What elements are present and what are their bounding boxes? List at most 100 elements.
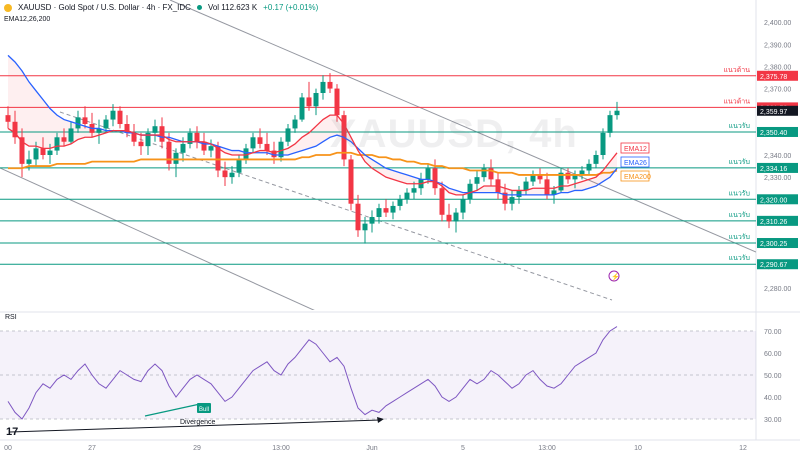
candle-body[interactable] (369, 217, 375, 224)
candle-body[interactable] (229, 172, 235, 178)
candle-body[interactable] (278, 141, 284, 158)
candle-body[interactable] (523, 181, 529, 191)
candle-body[interactable] (54, 137, 60, 151)
candle-body[interactable] (516, 190, 522, 198)
candle-body[interactable] (460, 199, 466, 213)
candle-body[interactable] (446, 214, 452, 222)
candle-body[interactable] (173, 152, 179, 164)
candle-body[interactable] (103, 119, 109, 129)
candle-body[interactable] (425, 168, 431, 180)
lightning-icon[interactable] (608, 270, 620, 282)
candle-body[interactable] (481, 168, 487, 178)
ema26-line[interactable] (7, 54, 618, 196)
price-label-2,320.00[interactable]: 2,320.00 (760, 197, 787, 204)
candle-body[interactable] (180, 143, 186, 153)
ema12-line[interactable] (7, 114, 618, 196)
candle-body[interactable] (348, 159, 354, 204)
candle-body[interactable] (327, 81, 333, 89)
candle-body[interactable] (502, 192, 508, 204)
candle-body[interactable] (565, 172, 571, 180)
candle-body[interactable] (432, 168, 438, 189)
candle-body[interactable] (558, 172, 564, 191)
legend-label-EMA26[interactable]: EMA26 (624, 160, 647, 167)
price-label-2,300.25[interactable]: 2,300.25 (760, 241, 787, 248)
candle-body[interactable] (299, 97, 305, 120)
price-label-2,310.26[interactable]: 2,310.26 (760, 219, 787, 226)
candle-body[interactable] (488, 168, 494, 180)
price-label-2,375.78[interactable]: 2,375.78 (760, 74, 787, 81)
candle-body[interactable] (411, 188, 417, 193)
candle-body[interactable] (551, 190, 557, 195)
candle-body[interactable] (12, 121, 18, 138)
ema200-line[interactable] (8, 151, 618, 176)
price-label-2,290.67[interactable]: 2,290.67 (760, 262, 787, 269)
candle-body[interactable] (47, 150, 53, 155)
candle-body[interactable] (257, 137, 263, 144)
candle-body[interactable] (593, 155, 599, 164)
candle-body[interactable] (152, 126, 158, 133)
candle-body[interactable] (110, 110, 116, 120)
candle-body[interactable] (5, 115, 11, 122)
candle-body[interactable] (306, 97, 312, 107)
indicator-title[interactable]: EMA12,26,200 (4, 16, 51, 23)
candle-body[interactable] (250, 137, 256, 149)
candle-body[interactable] (222, 170, 228, 178)
candle-body[interactable] (75, 117, 81, 129)
candle-body[interactable] (579, 170, 585, 175)
rsi-title[interactable]: RSI (5, 314, 17, 321)
candle-body[interactable] (194, 132, 200, 142)
candle-body[interactable] (285, 128, 291, 142)
candle-body[interactable] (33, 148, 39, 160)
candle-body[interactable] (138, 141, 144, 147)
candle-body[interactable] (586, 163, 592, 171)
candle-body[interactable] (376, 208, 382, 217)
candle-body[interactable] (159, 126, 165, 142)
candle-body[interactable] (243, 148, 249, 160)
candle-body[interactable] (313, 93, 319, 107)
candle-body[interactable] (187, 132, 193, 144)
candle-body[interactable] (600, 132, 606, 155)
legend-label-EMA200[interactable]: EMA200 (624, 174, 651, 181)
divergence-arrow[interactable] (9, 419, 381, 433)
candle-body[interactable] (439, 188, 445, 215)
candle-body[interactable] (453, 212, 459, 222)
candle-body[interactable] (61, 137, 67, 142)
legend-label-EMA12[interactable]: EMA12 (624, 146, 647, 153)
last-price-label[interactable]: 2,359.97 (760, 109, 787, 116)
candle-body[interactable] (355, 203, 361, 231)
candle-body[interactable] (68, 128, 74, 142)
candle-body[interactable] (96, 128, 102, 133)
candle-body[interactable] (82, 117, 88, 124)
price-label-2,350.40[interactable]: 2,350.40 (760, 130, 787, 137)
candle-body[interactable] (292, 119, 298, 129)
rsi-divergence-line[interactable] (144, 403, 201, 417)
candle-body[interactable] (320, 81, 326, 93)
candle-body[interactable] (334, 88, 340, 116)
symbol-title[interactable]: XAUUSD · Gold Spot / U.S. Dollar · 4h · … (18, 3, 191, 12)
candle-body[interactable] (404, 192, 410, 200)
candle-body[interactable] (362, 223, 368, 231)
candle-body[interactable] (509, 197, 515, 204)
candle-body[interactable] (390, 205, 396, 213)
candle-body[interactable] (607, 115, 613, 133)
candle-body[interactable] (530, 174, 536, 182)
candle-body[interactable] (383, 208, 389, 213)
candle-body[interactable] (474, 177, 480, 184)
candle-body[interactable] (201, 141, 207, 151)
candle-body[interactable] (166, 141, 172, 164)
candle-body[interactable] (271, 150, 277, 158)
candle-body[interactable] (236, 159, 242, 173)
candle-body[interactable] (26, 159, 32, 164)
candle-body[interactable] (467, 183, 473, 200)
candle-body[interactable] (145, 132, 151, 147)
candle-body[interactable] (397, 199, 403, 206)
candle-body[interactable] (40, 148, 46, 155)
candle-body[interactable] (117, 110, 123, 124)
candle-body[interactable] (537, 174, 543, 180)
rsi-line[interactable] (7, 326, 618, 420)
bull-badge[interactable] (197, 403, 211, 413)
candle-body[interactable] (614, 110, 620, 116)
candle-body[interactable] (572, 174, 578, 180)
